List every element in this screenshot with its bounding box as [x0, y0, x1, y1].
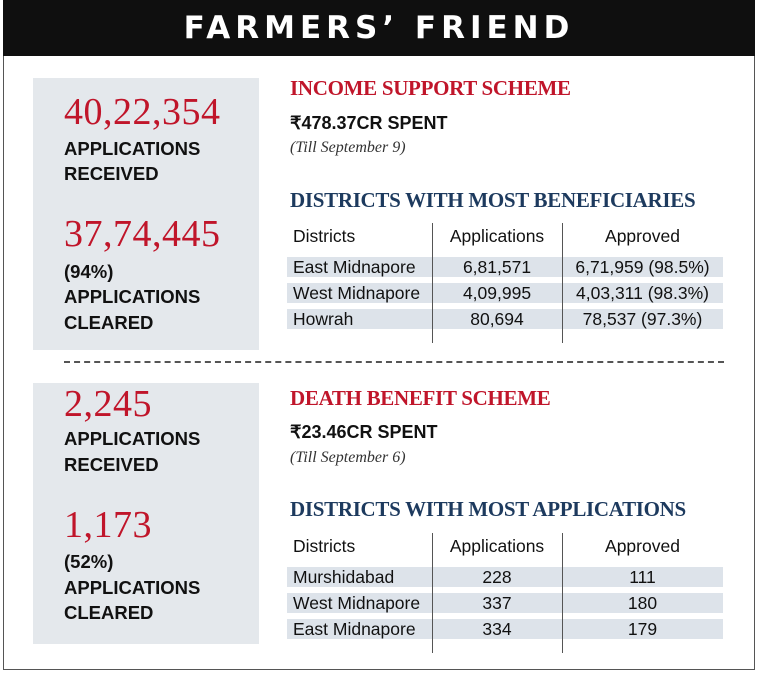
income-spent: ₹478.37CR SPENT [290, 113, 448, 133]
death-table-title: DISTRICTS WITH MOST APPLICATIONS [290, 497, 686, 521]
approved-cell: 4,03,311 (98.3%) [576, 282, 709, 303]
income-till-date: (Till September 9) [290, 139, 406, 156]
table-row: East Midnapore 334 179 [287, 619, 723, 639]
income-cleared-pct: (94%) [64, 261, 114, 282]
table-header-row: Districts Applications Approved [287, 221, 723, 251]
district-cell: East Midnapore [293, 256, 416, 277]
applications-cell: 337 [482, 592, 512, 613]
column-divider [562, 223, 563, 343]
death-received-label-1: APPLICATIONS [64, 428, 201, 449]
income-scheme-title: INCOME SUPPORT SCHEME [290, 76, 571, 100]
column-header: Districts [293, 225, 356, 246]
death-till-date: (Till September 6) [290, 449, 406, 466]
column-header: Approved [605, 535, 680, 556]
income-districts-table: Districts Applications Approved East Mid… [287, 221, 723, 343]
applications-cell: 4,09,995 [462, 282, 532, 303]
column-divider [562, 533, 563, 653]
column-header: Districts [293, 535, 356, 556]
income-received-count: 40,22,354 [64, 91, 221, 133]
applications-cell: 334 [482, 618, 512, 639]
applications-cell: 80,694 [470, 308, 524, 329]
column-divider [432, 533, 433, 653]
district-cell: East Midnapore [293, 618, 416, 639]
table-row: Howrah 80,694 78,537 (97.3%) [287, 309, 723, 329]
death-spent: ₹23.46CR SPENT [290, 422, 438, 442]
section-divider [64, 361, 724, 363]
income-cleared-label-1: APPLICATIONS [64, 286, 201, 307]
death-received-count: 2,245 [64, 383, 152, 425]
district-cell: West Midnapore [293, 592, 421, 613]
column-divider [432, 223, 433, 343]
income-cleared-label-2: CLEARED [64, 312, 154, 333]
death-cleared-pct: (52%) [64, 551, 114, 572]
income-received-label-2: RECEIVED [64, 163, 159, 184]
table-row: West Midnapore 337 180 [287, 593, 723, 613]
column-header: Applications [449, 535, 545, 556]
approved-cell: 6,71,959 (98.5%) [575, 256, 710, 277]
page-title: FARMERS’ FRIEND [3, 0, 755, 56]
income-table-title: DISTRICTS WITH MOST BENEFICIARIES [290, 188, 696, 212]
table-row: West Midnapore 4,09,995 4,03,311 (98.3%) [287, 283, 723, 303]
column-header: Applications [449, 225, 545, 246]
income-cleared-count: 37,74,445 [64, 213, 221, 255]
approved-cell: 180 [627, 592, 658, 613]
death-stats-panel [33, 383, 259, 644]
income-received-label-1: APPLICATIONS [64, 138, 201, 159]
table-row: Murshidabad 228 111 [287, 567, 723, 587]
district-cell: Howrah [293, 308, 354, 329]
death-cleared-count: 1,173 [64, 504, 152, 546]
death-districts-table: Districts Applications Approved Murshida… [287, 531, 723, 653]
approved-cell: 78,537 (97.3%) [582, 308, 703, 329]
death-scheme-title: DEATH BENEFIT SCHEME [290, 386, 551, 410]
table-header-row: Districts Applications Approved [287, 531, 723, 561]
income-stats-panel [33, 78, 259, 350]
column-header: Approved [605, 225, 680, 246]
district-cell: West Midnapore [293, 282, 421, 303]
death-cleared-label-2: CLEARED [64, 602, 154, 623]
applications-cell: 228 [482, 566, 512, 587]
approved-cell: 179 [627, 618, 658, 639]
applications-cell: 6,81,571 [462, 256, 532, 277]
approved-cell: 111 [629, 566, 656, 587]
death-received-label-2: RECEIVED [64, 454, 159, 475]
table-row: East Midnapore 6,81,571 6,71,959 (98.5%) [287, 257, 723, 277]
death-cleared-label-1: APPLICATIONS [64, 577, 201, 598]
district-cell: Murshidabad [293, 566, 395, 587]
